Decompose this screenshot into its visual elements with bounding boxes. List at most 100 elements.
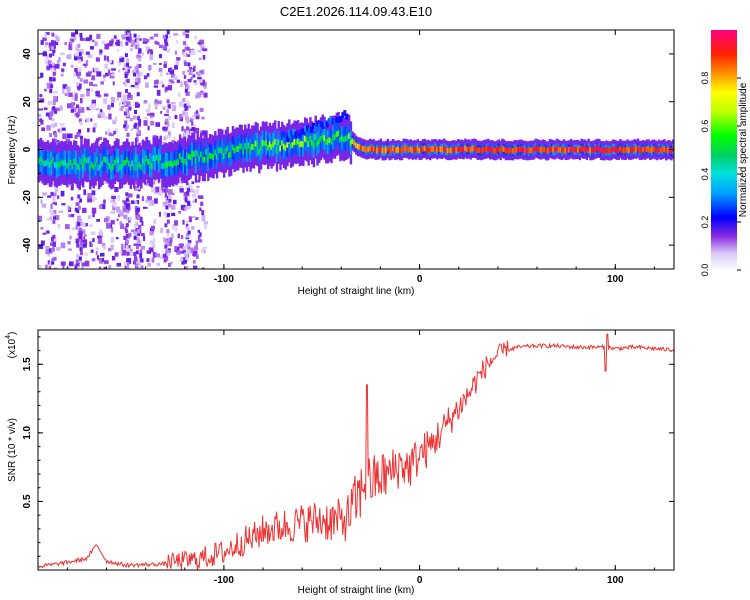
noise-speck [46,230,50,234]
noise-speck [77,86,81,91]
noise-speck [119,107,124,111]
spectrogram-ticks: -100 0 100 -40 -20 0 20 40 [22,29,674,285]
noise-speck [199,107,204,112]
noise-speck [166,252,170,257]
noise-speck [58,210,63,213]
noise-speck [199,207,202,212]
ridge-core [291,142,295,148]
noise-speck [79,223,83,226]
ridge-core [650,146,654,153]
noise-speck [125,205,129,210]
noise-speck [84,65,87,68]
noise-speck [161,105,166,108]
noise-speck [184,46,188,51]
noise-speck [101,40,106,45]
ridge-core [237,146,240,152]
x-tick-label: 0 [417,274,423,285]
noise-speck [174,184,179,188]
ridge-core [347,133,351,139]
noise-speck [104,217,109,223]
noise-speck [93,123,97,128]
noise-speck [203,224,207,229]
noise-speck [55,140,60,143]
ridge-core [568,146,571,153]
ridge-core [117,157,120,164]
noise-speck [126,266,130,269]
noise-speck [136,207,140,212]
noise-speck [97,137,103,140]
chart-title: C2E1.2026.114.09.43.E10 [280,4,432,19]
noise-speck [197,179,201,183]
noise-speck [105,72,109,77]
ridge-core [569,145,573,152]
noise-speck [189,66,192,70]
noise-speck [128,232,132,237]
noise-speck [49,212,53,216]
noise-speck [153,100,159,107]
noise-speck [83,234,88,237]
noise-speck [166,99,170,104]
noise-speck [192,200,195,203]
noise-speck [83,236,86,239]
ridge-core [502,146,506,153]
ridge-core [43,160,46,167]
ridge-core [397,146,400,153]
ridge-core [134,156,138,163]
noise-speck [94,41,98,47]
noise-speck [123,207,127,212]
noise-speck [92,84,98,87]
noise-speck [168,184,172,187]
noise-speck [186,126,190,131]
noise-speck [124,74,128,79]
noise-speck [71,227,76,231]
ridge-core [154,155,157,162]
noise-speck [151,257,155,263]
noise-speck [83,79,89,84]
noise-speck [174,246,179,252]
ridge-core [64,159,67,166]
ridge-branch [315,120,319,127]
noise-speck [187,201,191,206]
noise-speck [193,65,196,72]
noise-speck [147,49,150,54]
ridge-core [520,146,523,153]
ridge-branch [333,119,337,126]
noise-speck [129,47,133,52]
noise-speck [163,238,167,243]
noise-speck [47,260,51,265]
ridge-core [127,160,131,167]
ridge-core [657,146,661,153]
noise-speck [38,244,44,249]
noise-speck [183,259,187,264]
spectrogram-heatmap [38,30,674,269]
noise-speck [134,38,138,43]
noise-speck [76,47,80,52]
noise-speck [175,60,180,66]
noise-speck [96,71,102,77]
ridge-core [363,146,367,152]
noise-speck [136,194,140,199]
noise-speck [78,67,82,72]
noise-speck [52,201,57,204]
ridge-core [561,147,564,154]
ridge-branch [325,121,329,128]
noise-speck [51,192,57,197]
colorbar-gradient [711,30,737,270]
noise-speck [171,192,175,196]
noise-speck [127,66,132,69]
noise-speck [103,93,109,97]
ridge-core [388,147,391,154]
noise-speck [53,90,58,94]
noise-speck [168,79,174,82]
noise-speck [190,247,194,253]
noise-speck [50,191,54,196]
ridge-core [85,157,88,164]
noise-speck [127,245,131,250]
noise-speck [144,116,148,120]
noise-speck [196,92,202,98]
noise-speck [192,189,198,195]
ridge-core [504,147,508,154]
ridge-core [161,163,164,170]
noise-speck [51,123,56,128]
noise-speck [195,254,199,259]
